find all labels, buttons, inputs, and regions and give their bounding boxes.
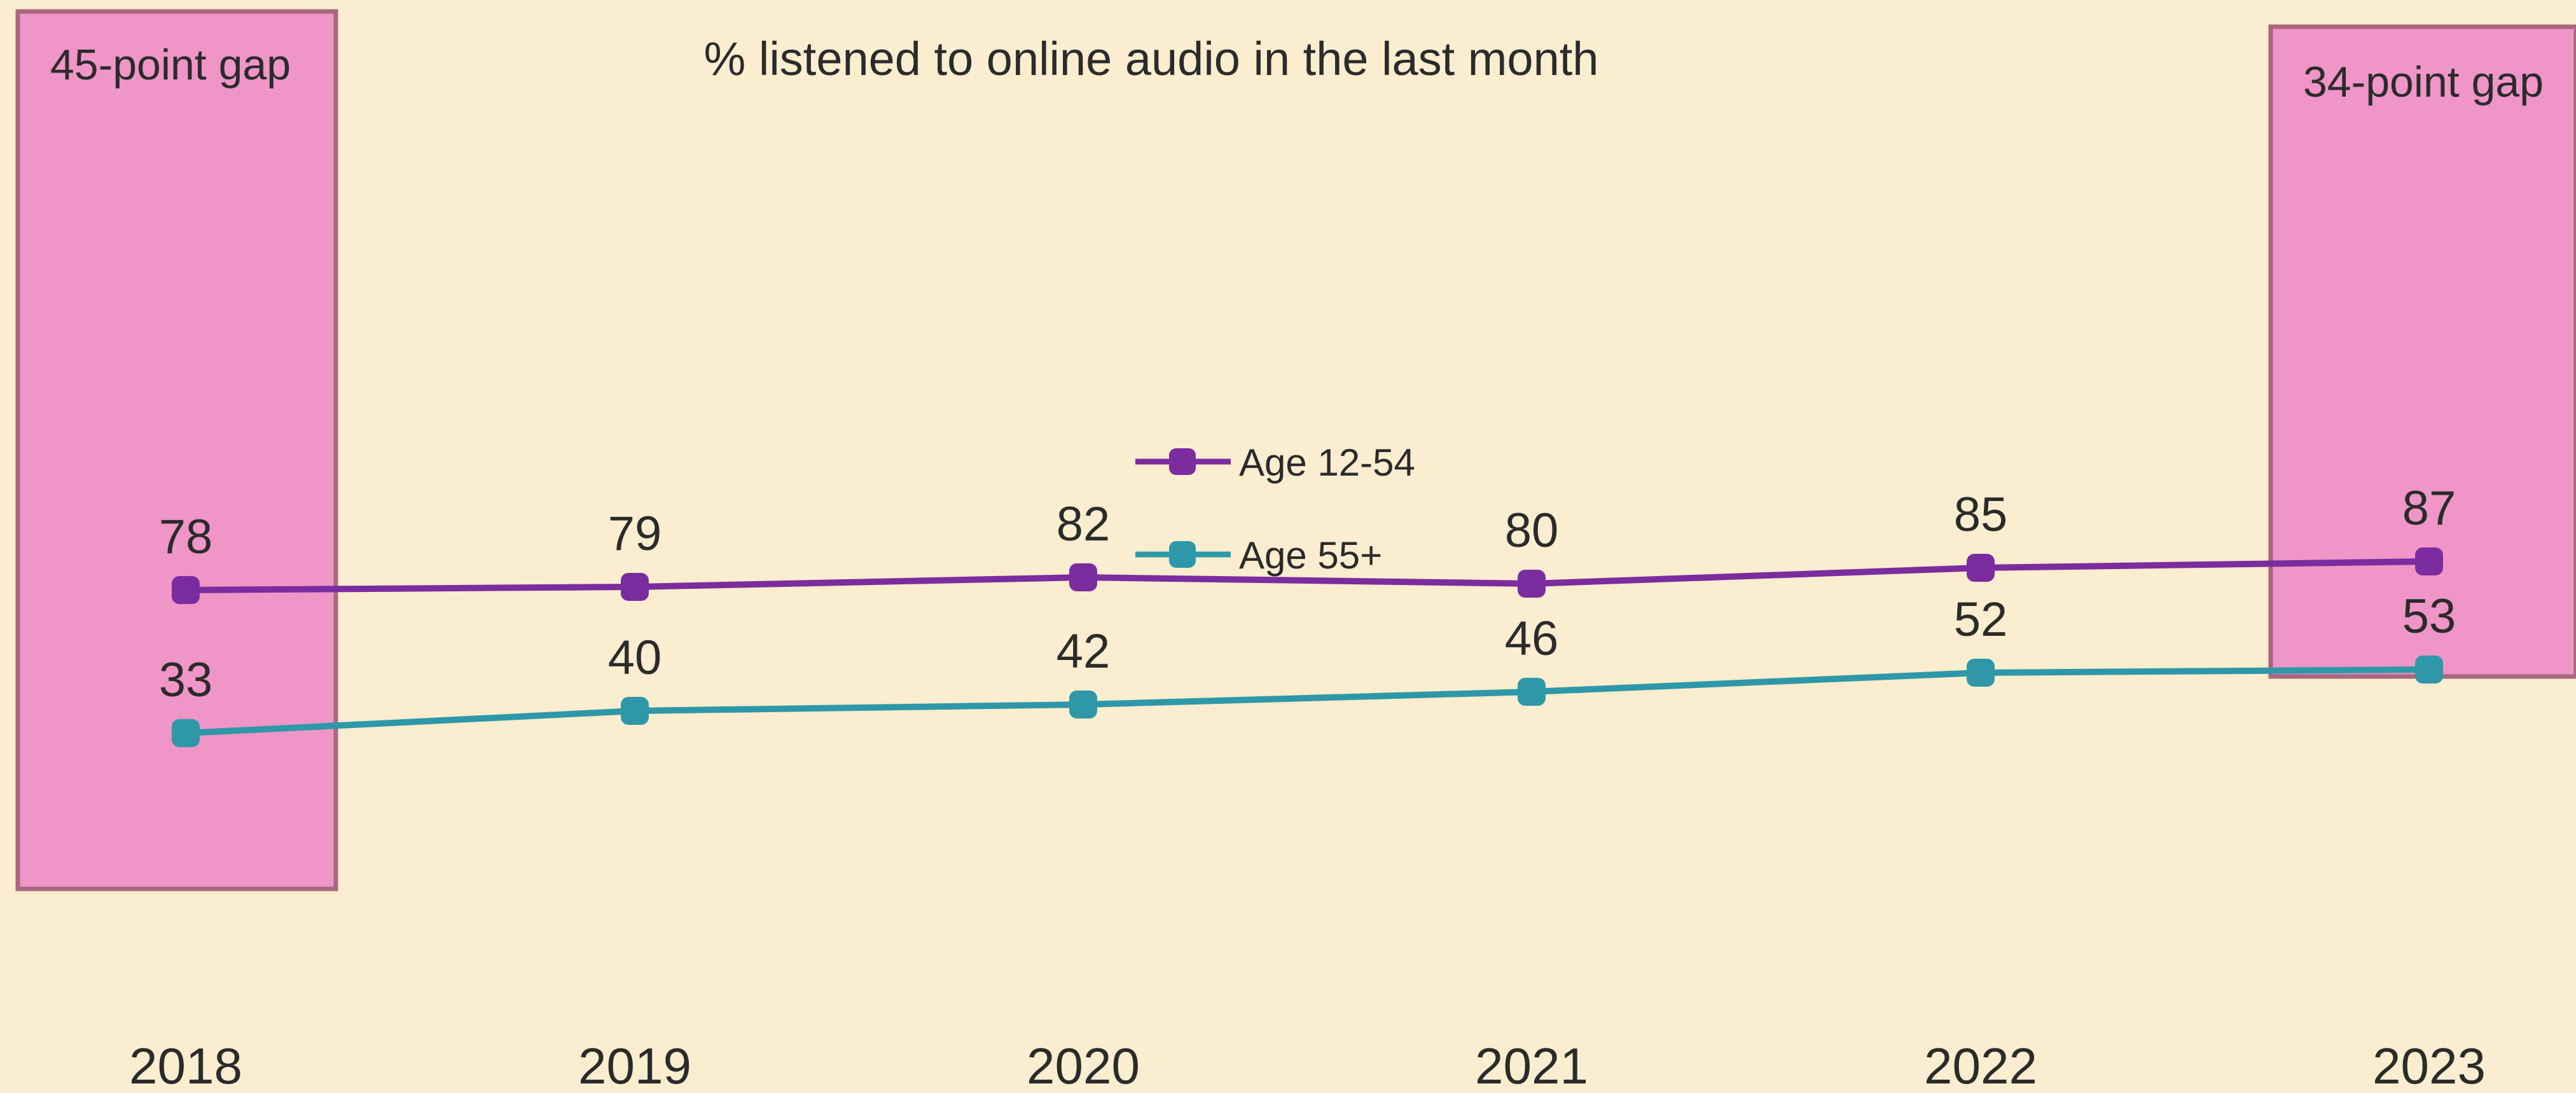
data-label: 82 — [1056, 497, 1111, 551]
x-tick-label: 2020 — [1027, 1038, 1140, 1090]
data-point — [2415, 656, 2443, 684]
x-tick-label: 2021 — [1475, 1038, 1588, 1090]
data-point — [1069, 691, 1097, 718]
data-point — [1518, 570, 1546, 598]
data-label: 80 — [1505, 504, 1559, 558]
x-tick-label: 2023 — [2372, 1038, 2486, 1090]
data-label: 85 — [1954, 488, 2008, 542]
series-line — [185, 666, 2430, 736]
data-point — [172, 719, 200, 747]
data-label: 79 — [608, 507, 662, 561]
data-label: 87 — [2402, 481, 2456, 535]
data-label: 40 — [608, 631, 662, 685]
data-point — [621, 573, 649, 601]
data-label: 46 — [1505, 612, 1559, 666]
legend-item: Age 12-54 — [1135, 441, 1415, 484]
legend-marker — [1169, 541, 1196, 568]
series-2: 33 40 42 46 52 53 — [159, 589, 2456, 747]
legend-item: Age 55+ — [1135, 534, 1382, 577]
x-tick-label: 2022 — [1924, 1038, 2037, 1090]
gap-annotation-2018: 45-point gap — [50, 41, 291, 89]
data-point — [2415, 547, 2443, 575]
legend-marker — [1169, 448, 1196, 475]
data-label: 53 — [2402, 589, 2456, 643]
gap-box-2023 — [2268, 24, 2576, 679]
gap-annotation-2023: 34-point gap — [2303, 58, 2544, 106]
legend-label: Age 55+ — [1239, 534, 1382, 577]
x-tick-label: 2018 — [129, 1038, 242, 1090]
data-label: 42 — [1056, 624, 1111, 678]
legend-label: Age 12-54 — [1239, 441, 1415, 484]
series-line — [185, 558, 2430, 593]
data-point — [1069, 563, 1097, 591]
chart-title: % listened to online audio in the last m… — [704, 32, 1599, 85]
data-label: 33 — [159, 653, 213, 707]
data-label: 78 — [159, 510, 213, 564]
data-point — [1967, 554, 1995, 582]
series-1: 78 79 82 80 85 87 — [159, 481, 2456, 604]
gap-box-2018 — [15, 9, 338, 891]
data-point — [621, 697, 649, 725]
x-tick-label: 2019 — [578, 1038, 691, 1090]
data-point — [1518, 678, 1546, 706]
data-label: 52 — [1954, 593, 2008, 647]
data-point — [172, 576, 200, 604]
data-point — [1967, 659, 1995, 687]
